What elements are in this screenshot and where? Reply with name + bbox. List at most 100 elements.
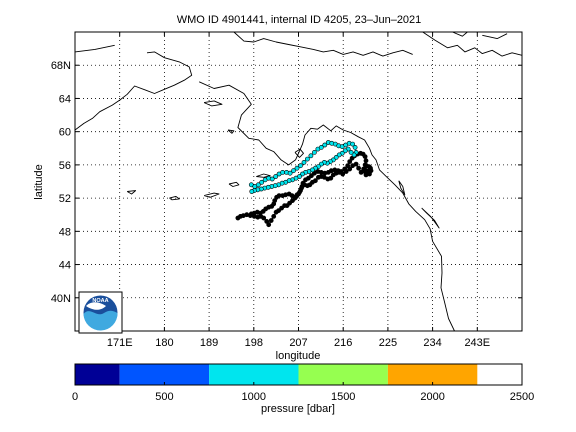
y-tick-label: 68N bbox=[51, 60, 71, 72]
track-point bbox=[249, 189, 255, 194]
track-point bbox=[348, 149, 354, 155]
coastline-segment bbox=[228, 181, 240, 187]
y-tick-label: 52 bbox=[59, 193, 71, 205]
track-point bbox=[347, 166, 353, 172]
colorbar-bin bbox=[298, 364, 388, 385]
track-point bbox=[342, 148, 348, 154]
track-point bbox=[311, 149, 317, 155]
coastline-segment bbox=[421, 207, 440, 229]
colorbar-frame bbox=[74, 363, 523, 386]
track-point bbox=[271, 213, 277, 219]
track-point bbox=[304, 156, 310, 162]
plot-frame bbox=[75, 32, 522, 331]
x-tick-label: 216 bbox=[334, 337, 352, 349]
track-point bbox=[350, 141, 355, 147]
coastline-segment bbox=[203, 192, 220, 198]
track-point bbox=[315, 174, 321, 180]
y-tick-label: 64 bbox=[59, 93, 71, 105]
y-tick-label: 60 bbox=[59, 127, 71, 139]
track-point bbox=[318, 144, 324, 150]
track-point bbox=[322, 142, 328, 148]
colorbar-tick-label: 2500 bbox=[510, 391, 534, 403]
noaa-logo: NOAA bbox=[78, 291, 123, 334]
colorbar-bin bbox=[75, 364, 120, 385]
y-axis-label: latitude bbox=[33, 164, 45, 199]
coastline-segment bbox=[482, 33, 508, 40]
track-point bbox=[294, 165, 300, 171]
y-tick-label: 40N bbox=[51, 293, 71, 305]
coastline-segment bbox=[294, 148, 304, 158]
track-point bbox=[255, 182, 261, 188]
y-tick-label: 56 bbox=[59, 160, 71, 172]
track-point bbox=[266, 222, 272, 228]
track-point bbox=[363, 172, 369, 178]
track-point bbox=[269, 176, 275, 182]
track-point bbox=[343, 169, 349, 174]
colorbar-ticks: 0 500 1000 1500 2000 2500 bbox=[72, 382, 534, 403]
track-point bbox=[350, 163, 355, 169]
coastline-segment bbox=[256, 173, 271, 178]
coastline-segment bbox=[398, 180, 406, 196]
track-point bbox=[308, 153, 314, 159]
x-axis: 171E 180 189 198 207 216 225 234 243E bbox=[107, 32, 490, 349]
colorbar-bin bbox=[387, 364, 478, 385]
colorbar-tick-label: 2000 bbox=[420, 391, 444, 403]
track-point bbox=[336, 152, 342, 158]
float-track bbox=[235, 140, 374, 228]
coastline-segment bbox=[169, 195, 180, 201]
coastline-segment bbox=[233, 31, 413, 57]
track-point bbox=[276, 208, 281, 213]
track-point bbox=[287, 170, 293, 176]
colorbar-tick-label: 0 bbox=[72, 391, 78, 403]
track-point bbox=[299, 184, 305, 189]
x-tick-label: 198 bbox=[245, 337, 263, 349]
track-point bbox=[291, 168, 296, 174]
coastline-segment bbox=[126, 190, 137, 195]
track-point bbox=[305, 175, 311, 181]
grid bbox=[75, 32, 522, 331]
track-point bbox=[363, 158, 369, 164]
track-point bbox=[301, 159, 307, 165]
coastline bbox=[74, 31, 523, 332]
track-point bbox=[279, 205, 284, 211]
y-tick-label: 48 bbox=[59, 226, 71, 238]
colorbar bbox=[74, 363, 523, 386]
track-point bbox=[362, 154, 368, 159]
track-point bbox=[308, 173, 314, 179]
track-point bbox=[298, 163, 303, 169]
x-tick-label: 180 bbox=[155, 337, 173, 349]
noaa-logo-text: NOAA bbox=[92, 298, 108, 304]
track-point bbox=[352, 144, 358, 150]
track-point bbox=[347, 159, 353, 164]
x-tick-label: 225 bbox=[379, 337, 397, 349]
y-axis: 40N 44 48 52 56 60 64 68N bbox=[51, 60, 522, 305]
track-point bbox=[351, 152, 357, 158]
y-tick-label: 44 bbox=[59, 260, 71, 272]
coastline-segment bbox=[74, 51, 193, 131]
coastline-segment bbox=[74, 44, 115, 53]
track-point bbox=[268, 218, 274, 223]
colorbar-tick-label: 500 bbox=[155, 391, 173, 403]
track-point bbox=[300, 171, 305, 177]
x-axis-label: longitude bbox=[276, 350, 321, 362]
track-point bbox=[368, 165, 373, 171]
track-point bbox=[280, 169, 285, 175]
chart-title: WMO ID 4901441, internal ID 4205, 23–Jun… bbox=[177, 14, 422, 26]
colorbar-bin bbox=[209, 364, 299, 385]
x-tick-label: 207 bbox=[289, 337, 307, 349]
map-plot-area bbox=[74, 31, 523, 332]
colorbar-tick-label: 1500 bbox=[331, 391, 355, 403]
colorbar-tick-label: 1000 bbox=[242, 391, 266, 403]
colorbar-label: pressure [dbar] bbox=[261, 403, 335, 415]
track-point bbox=[248, 211, 254, 217]
track-point bbox=[330, 172, 336, 178]
coastline-segment bbox=[203, 100, 223, 107]
track-point bbox=[273, 174, 279, 179]
coastline-segment bbox=[227, 129, 235, 134]
x-tick-label: 171E bbox=[107, 337, 133, 349]
coastline-segment bbox=[422, 31, 523, 57]
track-point bbox=[259, 179, 265, 185]
x-tick-label: 243E bbox=[464, 337, 490, 349]
x-tick-label: 234 bbox=[423, 337, 441, 349]
